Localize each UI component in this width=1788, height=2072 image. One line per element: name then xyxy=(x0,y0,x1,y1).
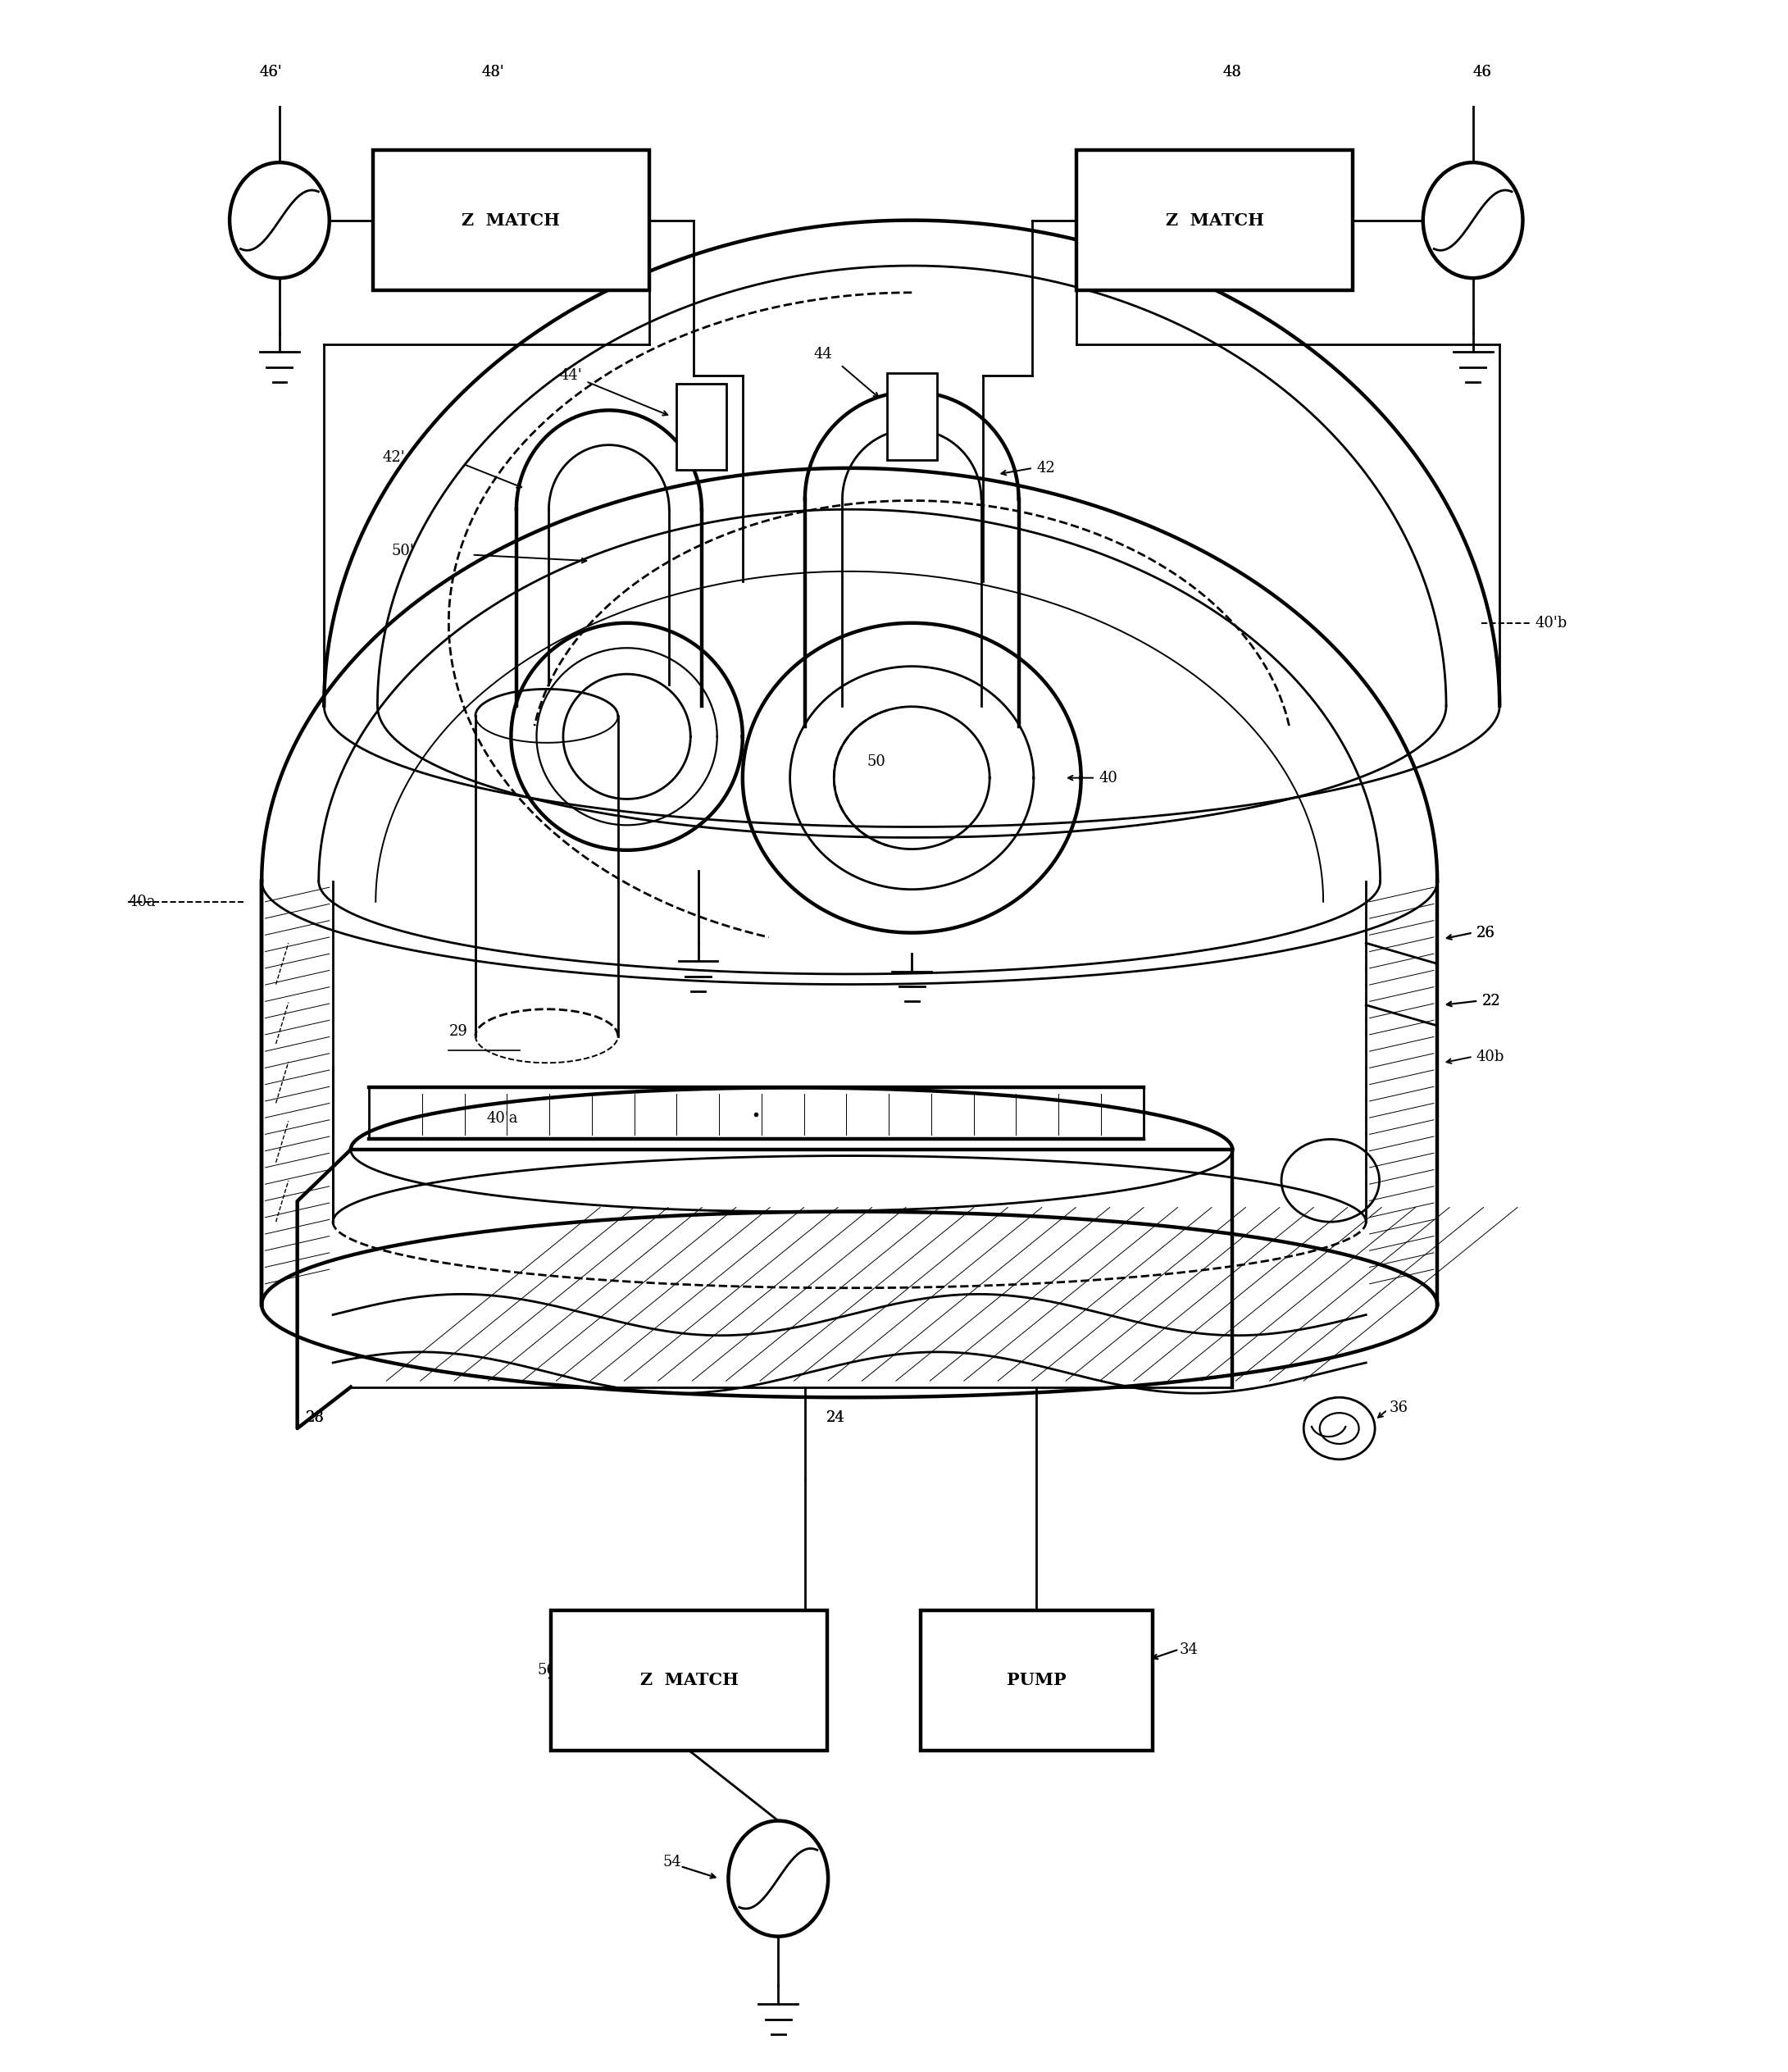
Text: 46': 46' xyxy=(259,64,283,81)
Text: Z  MATCH: Z MATCH xyxy=(640,1672,738,1689)
Bar xyxy=(887,373,937,460)
Text: 28: 28 xyxy=(306,1411,324,1426)
Text: 48': 48' xyxy=(481,64,504,81)
Text: 22: 22 xyxy=(1482,992,1500,1009)
Text: 48: 48 xyxy=(1223,64,1243,81)
Text: 56: 56 xyxy=(538,1662,556,1678)
Text: 54: 54 xyxy=(662,1854,681,1869)
Text: 48': 48' xyxy=(481,64,504,81)
Text: Z  MATCH: Z MATCH xyxy=(461,211,560,228)
Text: 46: 46 xyxy=(1472,64,1491,81)
Text: 44': 44' xyxy=(560,367,581,383)
Text: 26: 26 xyxy=(1477,926,1495,941)
Text: 42: 42 xyxy=(1037,460,1055,474)
Text: 48: 48 xyxy=(1223,64,1243,81)
Text: 36: 36 xyxy=(1389,1401,1407,1415)
Text: 40: 40 xyxy=(1100,771,1118,785)
Text: 40a: 40a xyxy=(129,895,156,910)
Text: 40b: 40b xyxy=(1477,1048,1505,1065)
Text: 22: 22 xyxy=(1482,992,1500,1009)
Text: 40': 40' xyxy=(395,182,418,197)
Bar xyxy=(1076,149,1354,290)
Bar xyxy=(921,1610,1151,1751)
Text: 42': 42' xyxy=(383,450,406,464)
Text: 50': 50' xyxy=(392,543,415,557)
Text: 40'a: 40'a xyxy=(486,1111,519,1125)
Bar xyxy=(676,383,726,470)
Text: 46': 46' xyxy=(259,64,283,81)
Text: 26: 26 xyxy=(1477,926,1495,941)
Bar xyxy=(551,1610,828,1751)
Text: 34: 34 xyxy=(1178,1641,1198,1658)
Text: 28: 28 xyxy=(306,1411,324,1426)
Bar xyxy=(374,149,649,290)
Text: Z  MATCH: Z MATCH xyxy=(1166,211,1264,228)
Text: 24: 24 xyxy=(826,1411,846,1426)
Text: 40'b: 40'b xyxy=(1536,615,1568,630)
Text: 29: 29 xyxy=(449,1024,467,1040)
Text: 46: 46 xyxy=(1472,64,1491,81)
Text: 44: 44 xyxy=(814,348,833,363)
Text: 50: 50 xyxy=(867,754,885,769)
Text: PUMP: PUMP xyxy=(1007,1672,1066,1689)
Text: 24: 24 xyxy=(826,1411,846,1426)
